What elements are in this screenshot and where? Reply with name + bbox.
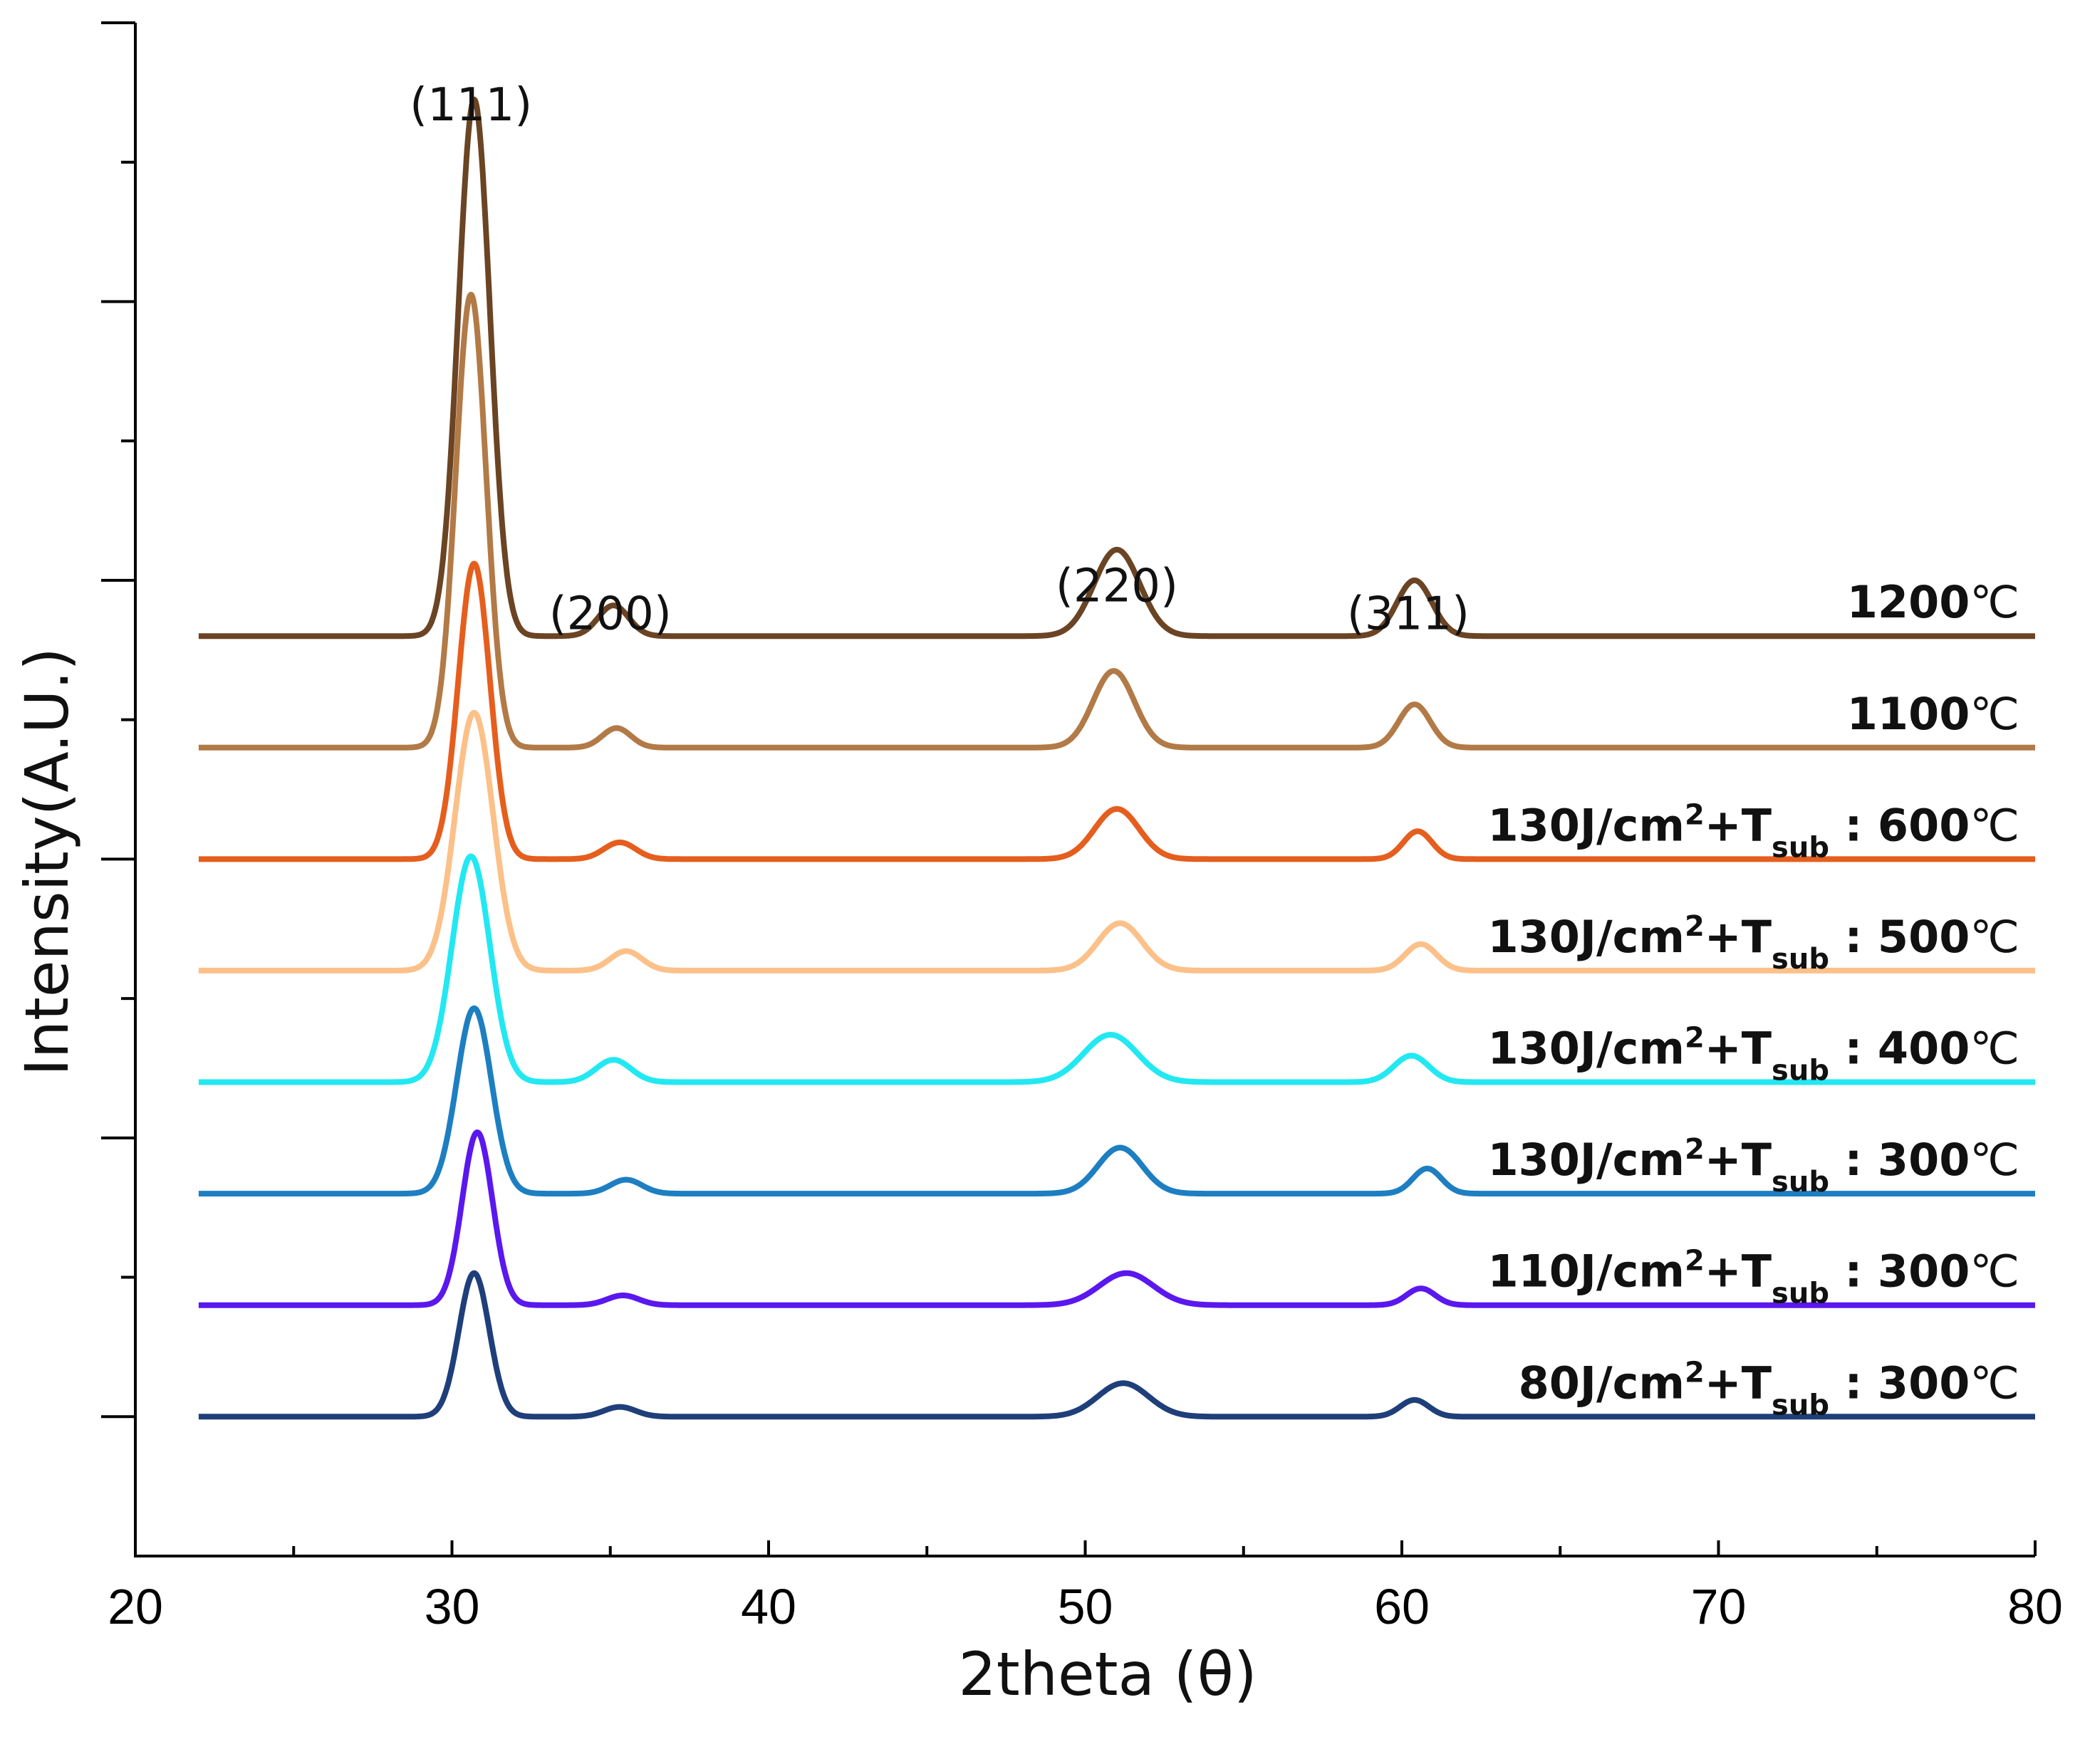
series-label-part: ℃ (1970, 1134, 2019, 1186)
series-label-part: ℃ (1970, 688, 2019, 740)
series-line-4 (196, 853, 2038, 1085)
series-label-part: +T (1705, 1134, 1772, 1186)
series-label-part: sub (1772, 1055, 1829, 1087)
series-label-1: 80J/cm2+Tsub : 300℃ (1519, 1356, 2019, 1421)
series-label-part: : 300 (1829, 1134, 1970, 1186)
x-tick-label: 80 (2007, 1579, 2063, 1634)
series-label-8: 1200℃ (1847, 576, 2019, 628)
series-label-part: ℃ (1970, 1023, 2019, 1075)
peak-label: (111) (410, 79, 532, 132)
series-label-7: 1100℃ (1847, 688, 2019, 740)
peak-labels: (111) (200) (220) (311) (410, 79, 1470, 640)
series-label-part: ℃ (1970, 911, 2019, 963)
peak-label: (200) (549, 588, 672, 640)
series-label-part: 2 (1685, 910, 1705, 943)
series-label-part: +T (1705, 799, 1772, 851)
series-label-part: +T (1705, 911, 1772, 963)
peak-label: (311) (1347, 588, 1470, 640)
series-label-part: +T (1705, 1023, 1772, 1075)
series-label-2: 110J/cm2+Tsub : 300℃ (1487, 1245, 2019, 1310)
series-label-part: ℃ (1970, 1357, 2019, 1409)
series-line-3 (196, 1005, 2038, 1197)
series-label-part: 130J/cm (1487, 911, 1685, 963)
series-label-3: 130J/cm2+Tsub : 300℃ (1487, 1133, 2019, 1199)
x-tick-label: 20 (108, 1579, 163, 1634)
series-label-part: ℃ (1970, 799, 2019, 851)
series-label-part: 80J/cm (1519, 1357, 1685, 1409)
y-axis-title: Intensity(A.U.) (12, 647, 82, 1076)
series-line-5 (196, 709, 2038, 974)
series-label-part: 2 (1685, 1022, 1705, 1055)
peak-label: (220) (1056, 560, 1178, 612)
series-label-part: 130J/cm (1487, 799, 1685, 851)
series-label-part: 130J/cm (1487, 1023, 1685, 1075)
x-tick-label: 30 (425, 1579, 480, 1634)
series-label-part: +T (1705, 1246, 1772, 1298)
series-label-6: 130J/cm2+Tsub : 600℃ (1487, 798, 2019, 864)
series-label-part: +T (1705, 1357, 1772, 1409)
series-label-part: 1200 (1847, 576, 1970, 628)
series-line-2 (196, 1129, 2038, 1308)
series-line-8 (196, 96, 2038, 640)
series-label-part: : 600 (1829, 799, 1970, 851)
tick-labels: 20 30 40 50 60 70 80 (108, 1579, 2063, 1634)
series-label-part: ℃ (1970, 576, 2019, 628)
x-tick-label: 60 (1374, 1579, 1430, 1634)
series-label-part: sub (1772, 1278, 1829, 1310)
series-label-4: 130J/cm2+Tsub : 400℃ (1487, 1022, 2019, 1087)
series-label-part: : 500 (1829, 911, 1970, 963)
x-tick-label: 70 (1691, 1579, 1747, 1634)
x-axis-title: 2theta (θ) (958, 1639, 1257, 1709)
series-label-part: 2 (1685, 798, 1705, 831)
series-label-part: : 300 (1829, 1357, 1970, 1409)
series-layer (196, 96, 2038, 1420)
series-label-part: 1100 (1847, 688, 1970, 740)
series-label-part: : 400 (1829, 1023, 1970, 1075)
series-line-6 (196, 560, 2038, 862)
series-line-7 (196, 291, 2038, 751)
axes (101, 21, 2037, 1557)
series-label-part: sub (1772, 943, 1829, 976)
series-label-part: 2 (1685, 1356, 1705, 1389)
series-label-part: sub (1772, 1166, 1829, 1199)
series-label-5: 130J/cm2+Tsub : 500℃ (1487, 910, 2019, 976)
series-label-part: : 300 (1829, 1246, 1970, 1298)
series-label-part: 110J/cm (1487, 1246, 1685, 1298)
series-line-1 (196, 1270, 2038, 1420)
series-label-part: ℃ (1970, 1246, 2019, 1298)
series-label-part: 2 (1685, 1133, 1705, 1166)
series-label-part: 130J/cm (1487, 1134, 1685, 1186)
series-label-part: sub (1772, 831, 1829, 864)
series-label-part: sub (1772, 1389, 1829, 1421)
x-tick-label: 50 (1058, 1579, 1113, 1634)
x-tick-label: 40 (741, 1579, 796, 1634)
series-label-part: 2 (1685, 1245, 1705, 1278)
